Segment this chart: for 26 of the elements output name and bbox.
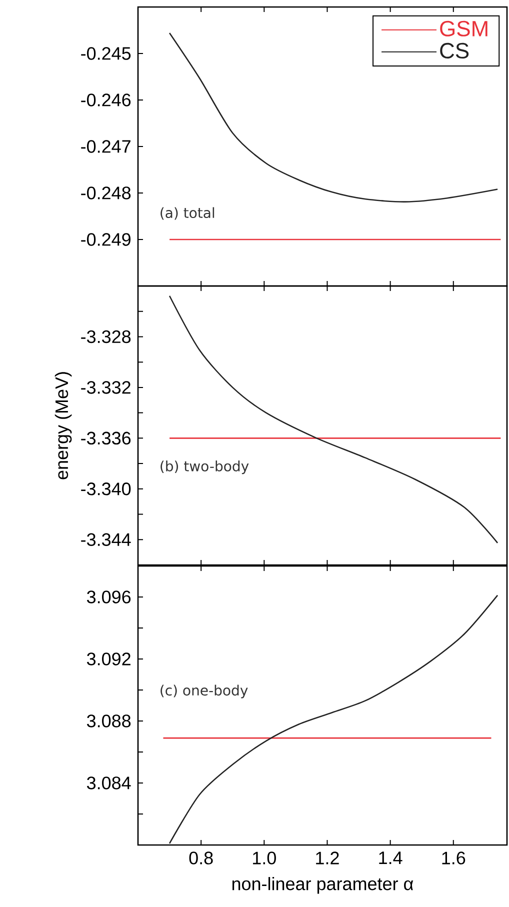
y-tick-label: -3.344 bbox=[81, 533, 131, 546]
y-tick-label: -0.249 bbox=[81, 233, 130, 246]
x-tick-label: 0.8 bbox=[189, 852, 213, 864]
y-tick-label: 3.088 bbox=[86, 714, 131, 728]
x-tick-label: 1.2 bbox=[316, 852, 339, 864]
y-tick-label: -3.336 bbox=[81, 432, 131, 445]
x-tick-label: 1.6 bbox=[442, 852, 466, 864]
legend-label: GSM bbox=[440, 20, 488, 36]
y-tick-label: -0.246 bbox=[81, 94, 131, 106]
y-tick-label: -3.340 bbox=[81, 482, 131, 496]
x-tick-label: 1.0 bbox=[253, 852, 276, 864]
y-tick-label: 3.084 bbox=[86, 776, 131, 790]
x-tick-label: 1.4 bbox=[379, 852, 402, 864]
annotation: (c) one-body bbox=[160, 684, 248, 698]
y-tick-label: -0.245 bbox=[81, 47, 131, 60]
y-tick-label: -3.332 bbox=[81, 381, 130, 394]
y-tick-label: -0.248 bbox=[81, 186, 131, 200]
annotation: (a) total bbox=[160, 207, 214, 220]
y-tick-label: 3.092 bbox=[86, 652, 130, 666]
annotation: (b) two-body bbox=[160, 460, 249, 474]
y-axis-title: energy (MeV) bbox=[54, 372, 72, 480]
y-tick-label: 3.096 bbox=[86, 590, 131, 604]
x-axis-title: non-linear parameter α bbox=[232, 877, 414, 894]
legend-label: CS bbox=[440, 42, 469, 58]
y-tick-label: -0.247 bbox=[81, 140, 130, 153]
y-tick-label: -3.328 bbox=[81, 330, 131, 344]
